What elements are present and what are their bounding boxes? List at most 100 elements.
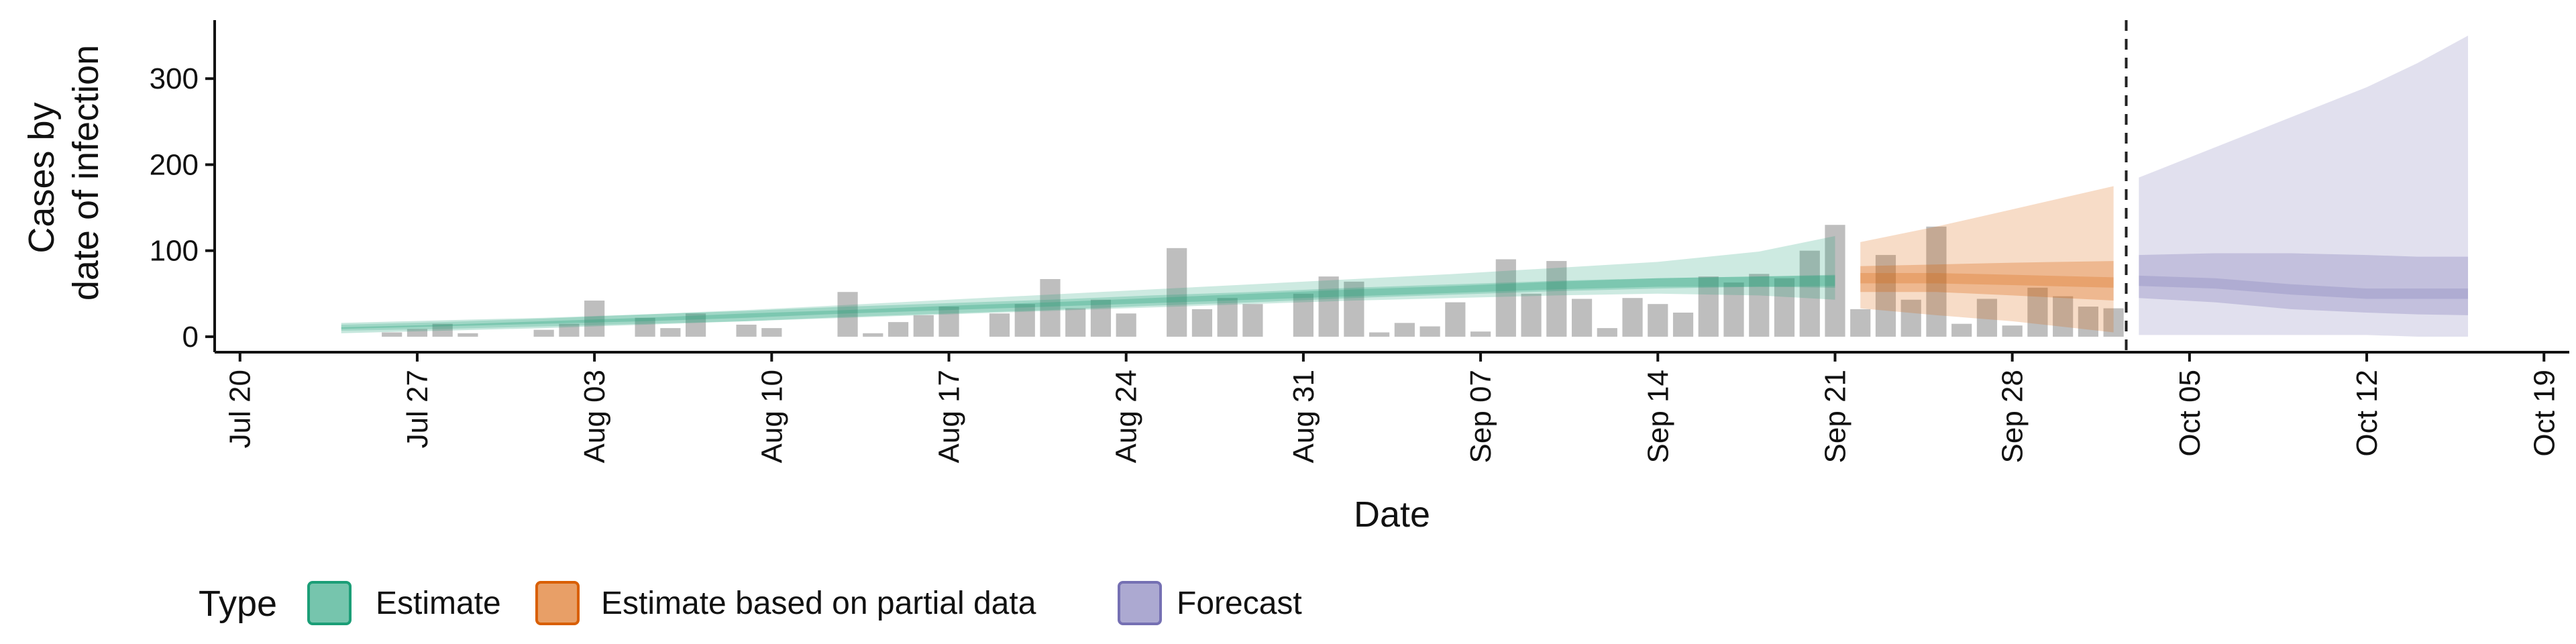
reported-cases-bar xyxy=(1242,304,1263,337)
reported-cases-bar xyxy=(2053,296,2074,337)
legend-key-estimate xyxy=(307,581,352,625)
x-tick-label: Sep 21 xyxy=(1819,370,1851,463)
reported-cases-bar xyxy=(2002,325,2023,337)
reported-cases-bar xyxy=(1014,304,1035,337)
forecast-band-50 xyxy=(2139,253,2469,315)
x-tick-label: Jul 20 xyxy=(224,370,257,448)
reported-cases-bar xyxy=(913,315,934,337)
y-axis-ticks: 0 100 200 300 xyxy=(150,62,215,354)
reported-cases-bar xyxy=(1470,331,1491,337)
x-tick-label: Sep 14 xyxy=(1642,370,1674,463)
reported-cases-bar xyxy=(686,313,706,337)
legend-label-forecast: Forecast xyxy=(1177,586,1302,621)
reported-cases-bar xyxy=(1293,293,1313,337)
reported-cases-bar xyxy=(432,323,453,337)
x-axis-ticks: Jul 20 Jul 27 Aug 03 Aug 10 Aug 17 Aug 24 Aug … xyxy=(224,352,2561,463)
x-tick-label: Oct 12 xyxy=(2351,370,2383,457)
x-tick-label: Jul 27 xyxy=(401,370,434,448)
x-axis-title: Date xyxy=(1354,494,1430,535)
reported-cases-bar xyxy=(1825,225,1845,337)
reported-cases-bar xyxy=(989,313,1010,337)
legend-key-forecast xyxy=(1118,581,1162,625)
legend: Type Estimate Estimate based on partial d… xyxy=(199,581,1302,625)
reported-cases-bar xyxy=(1875,255,1896,337)
reported-cases-bar xyxy=(1850,309,1871,337)
estimate-median-band xyxy=(341,275,1835,333)
reported-cases-bar xyxy=(382,332,402,337)
reported-cases-bar xyxy=(1191,309,1213,337)
estimate-bands xyxy=(341,36,2469,337)
reported-cases-bar xyxy=(1571,299,1593,337)
reported-cases-bar xyxy=(1090,299,1112,337)
y-axis-title: Cases by date of infection xyxy=(21,45,106,301)
estimate-based-on-partial-data-band-90 xyxy=(1860,186,2114,333)
legend-label-estimate: Estimate xyxy=(376,586,501,621)
reported-cases-bar xyxy=(1065,308,1086,337)
reported-cases-bar xyxy=(837,292,858,337)
x-tick-label: Sep 07 xyxy=(1464,370,1497,463)
reported-cases-bar xyxy=(2027,287,2048,337)
reported-cases-bar xyxy=(1951,323,1972,337)
reported-cases-bar xyxy=(1344,281,1364,337)
reported-cases-bar xyxy=(635,317,655,337)
forecast-median-band xyxy=(2139,275,2469,299)
reported-cases-bar xyxy=(1116,313,1136,337)
axes: Jul 20 Jul 27 Aug 03 Aug 10 Aug 17 Aug 24 Aug … xyxy=(150,20,2569,463)
reported-cases-bar xyxy=(1495,259,1516,337)
x-tick-label: Aug 24 xyxy=(1110,370,1143,463)
reported-cases-bar xyxy=(736,324,757,337)
reported-cases-bar xyxy=(533,329,554,337)
estimate-based-on-partial-data-median-band xyxy=(1860,273,2114,288)
reported-cases-bar xyxy=(888,322,909,337)
y-tick-label: 300 xyxy=(150,62,199,95)
reported-cases-bar xyxy=(761,328,782,337)
reported-cases-bar xyxy=(1723,282,1744,337)
reported-cases-bar xyxy=(1698,276,1719,337)
estimate-based-on-partial-data-band-50 xyxy=(1860,261,2114,301)
reported-cases-bar xyxy=(1597,328,1617,337)
reported-cases-bar xyxy=(1419,326,1440,337)
reported-cases-bar xyxy=(1521,293,1542,337)
reported-cases-bar xyxy=(2078,307,2098,337)
reported-cases-bar xyxy=(1546,261,1567,337)
legend-key-estimate-based-on-partial-data xyxy=(535,581,580,625)
y-tick-label: 0 xyxy=(182,321,199,354)
reported-cases-bar xyxy=(1976,299,1998,337)
x-tick-label: Aug 17 xyxy=(933,370,966,463)
reported-cases-bar xyxy=(407,329,428,337)
reported-cases-bar xyxy=(2103,308,2124,337)
legend-label-estimate-based-on-partial-data: Estimate based on partial data xyxy=(601,586,1036,621)
reported-cases-bar xyxy=(1774,278,1795,337)
reported-cases-bar xyxy=(1926,226,1947,337)
reported-cases-bar xyxy=(1749,274,1770,337)
estimate-band-50 xyxy=(341,274,1835,329)
y-tick-label: 200 xyxy=(150,148,199,181)
x-tick-label: Aug 10 xyxy=(755,370,788,463)
x-tick-label: Oct 19 xyxy=(2528,370,2561,457)
reported-cases-bar xyxy=(660,328,681,337)
y-tick-label: 100 xyxy=(150,235,199,268)
reported-cases-bar xyxy=(1167,248,1187,337)
reported-cases-bar xyxy=(1217,298,1238,337)
reported-cases-bar xyxy=(1040,278,1061,337)
reported-cases-bar xyxy=(1318,276,1339,337)
x-tick-label: Aug 31 xyxy=(1287,370,1320,463)
reported-cases-bar xyxy=(1622,298,1643,337)
reported-cases-bar xyxy=(1672,313,1694,337)
legend-title: Type xyxy=(199,584,277,624)
reported-cases-bar xyxy=(938,307,959,337)
y-axis-title-line-1: Cases by xyxy=(21,102,62,253)
reported-cases-bars xyxy=(382,225,2124,337)
reported-cases-bar xyxy=(1445,302,1466,337)
reported-cases-bar xyxy=(1369,332,1390,337)
legend-items: Estimate Estimate based on partial data Fo… xyxy=(307,581,1302,625)
y-axis-title-line-2: date of infection xyxy=(66,45,106,301)
forecast-band-90 xyxy=(2139,36,2469,337)
reported-cases-bar xyxy=(1900,299,1921,337)
estimate-band-90 xyxy=(341,235,1835,331)
reported-cases-bar xyxy=(458,333,478,337)
x-tick-label: Oct 05 xyxy=(2174,370,2206,457)
reported-cases-bar xyxy=(584,301,605,337)
reported-cases-bar xyxy=(559,323,580,337)
